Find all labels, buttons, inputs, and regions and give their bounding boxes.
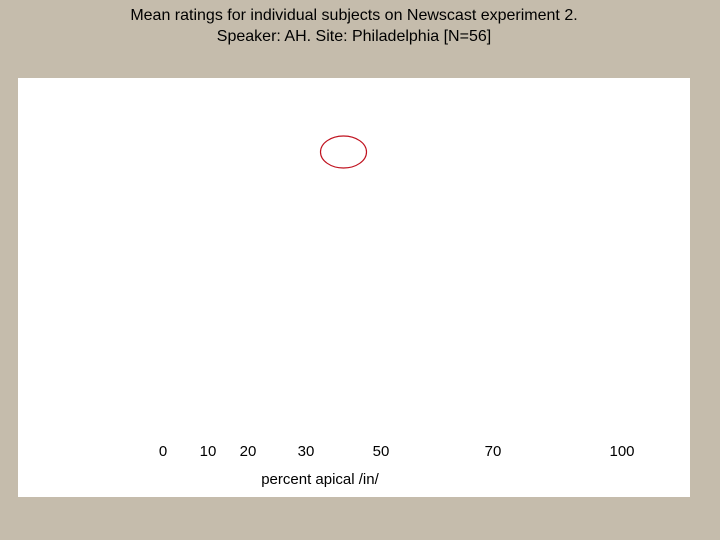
x-tick-label: 30 [297, 443, 315, 460]
data-point-marker [319, 135, 368, 169]
x-tick-label: 70 [484, 443, 502, 460]
x-axis-label: percent apical /in/ [261, 471, 379, 488]
x-tick-label: 50 [372, 443, 390, 460]
x-tick-label: 10 [199, 443, 217, 460]
chart-title: Mean ratings for individual subjects on … [130, 7, 578, 24]
x-tick-label: 20 [239, 443, 257, 460]
plot-area: 0 10 20 30 50 70 100 percent apical /in/ [18, 78, 690, 497]
plot-svg [319, 135, 368, 169]
x-tick-label: 0 [158, 443, 168, 460]
chart-title-block: Mean ratings for individual subjects on … [0, 5, 708, 47]
chart-subtitle: Speaker: AH. Site: Philadelphia [N=56] [216, 28, 492, 45]
x-tick-label: 100 [609, 443, 635, 460]
